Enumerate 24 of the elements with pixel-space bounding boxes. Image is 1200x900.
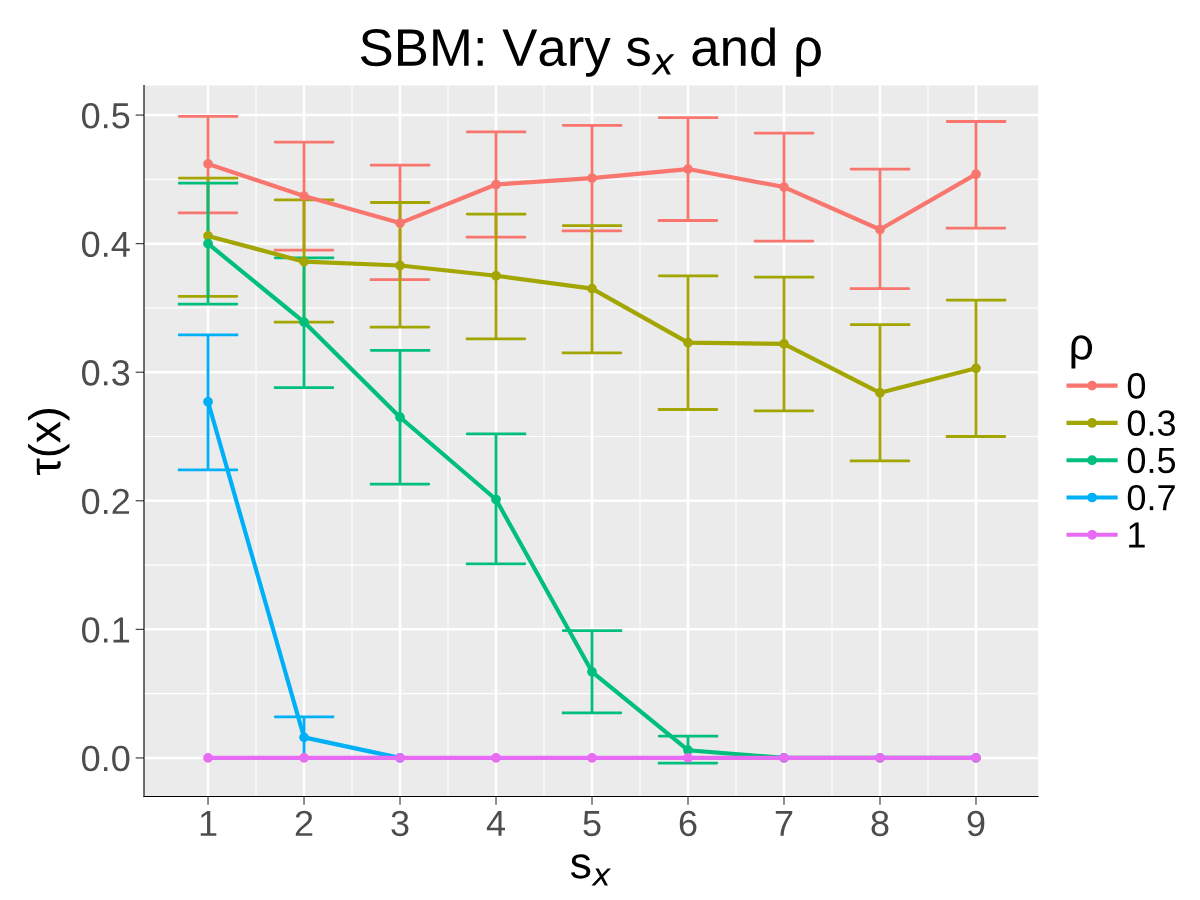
y-tick-label: 0.0 — [82, 745, 130, 772]
legend-label: 1 — [1129, 522, 1145, 548]
y-tick-label: 0.1 — [82, 617, 130, 643]
x-tick-label: 9 — [967, 810, 985, 837]
x-axis-title: s$_{x}$ — [570, 854, 611, 886]
legend-title: ρ — [1071, 335, 1093, 369]
y-axis-title: τ(x) — [28, 409, 70, 476]
x-tick-label: 7 — [775, 811, 793, 836]
x-tick-label: 2 — [295, 810, 313, 836]
x-tick-label: 8 — [871, 810, 889, 837]
x-tick-label: 1 — [200, 811, 217, 836]
legend-label: 0.3 — [1127, 410, 1175, 436]
x-tick-label: 3 — [391, 810, 409, 837]
y-tick-label: 0.3 — [82, 360, 130, 386]
legend-label: 0 — [1127, 373, 1146, 399]
chart-title: SBM: Vary s$_{x}$ and ρ — [360, 27, 821, 77]
legend-label: 0.5 — [1127, 447, 1176, 474]
x-tick-label: 4 — [486, 811, 505, 836]
x-tick-label: 5 — [583, 811, 601, 837]
legend-label: 0.7 — [1127, 484, 1175, 511]
y-tick-label: 0.4 — [82, 231, 130, 258]
y-tick-label: 0.5 — [82, 102, 130, 129]
x-tick-label: 6 — [679, 810, 697, 837]
y-tick-label: 0.2 — [82, 488, 129, 515]
